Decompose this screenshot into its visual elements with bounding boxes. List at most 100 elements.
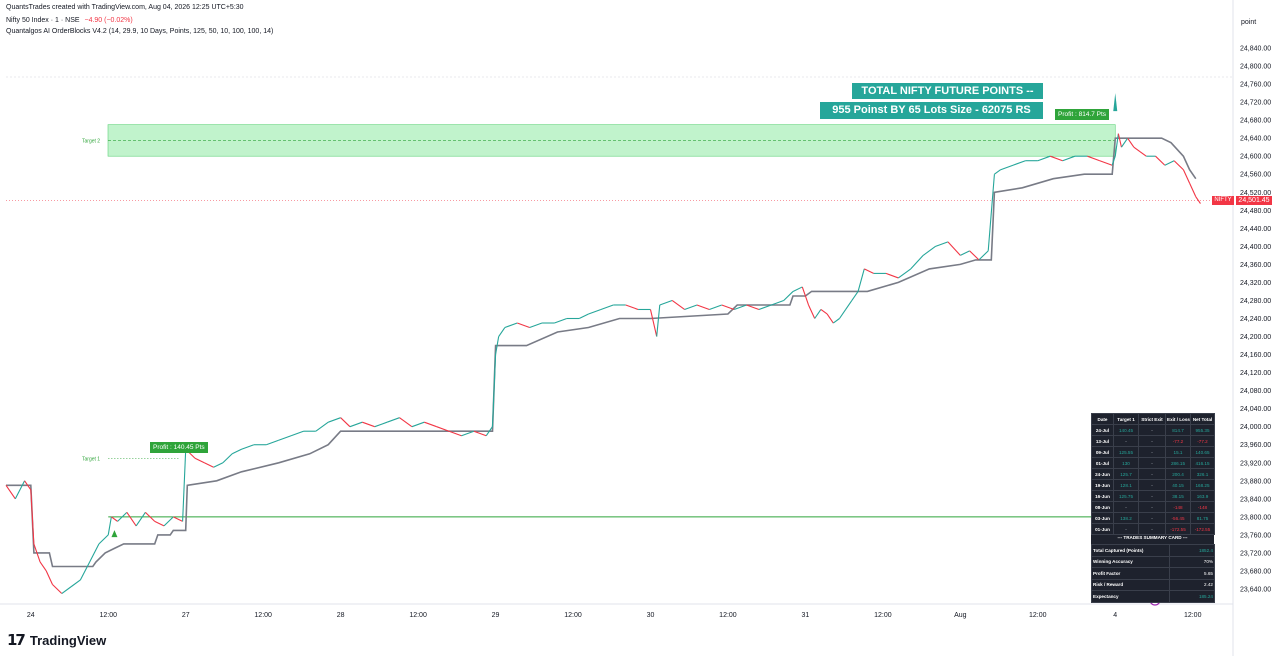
row-exit-loss: -148 xyxy=(1165,501,1191,513)
price-segment xyxy=(758,304,772,311)
price-segment xyxy=(45,570,53,585)
y-tick-label[interactable]: 24,040.00 xyxy=(1240,406,1271,413)
table-row: 24-Jun 125.7-200.4 326.1 xyxy=(1091,468,1215,480)
y-tick-label[interactable]: 24,640.00 xyxy=(1240,136,1271,143)
stat-row: Risk / Reward 2.42 xyxy=(1091,578,1215,591)
y-tick-label[interactable]: 24,080.00 xyxy=(1240,388,1271,395)
y-tick-label[interactable]: 24,200.00 xyxy=(1240,334,1271,341)
logo-text: TradingView xyxy=(29,632,107,648)
symbol-legend[interactable]: Nifty 50 Index · 1 · NSE −4.90 (−0.02%) xyxy=(6,17,133,24)
y-tick-label[interactable]: 24,720.00 xyxy=(1240,100,1271,107)
price-segment xyxy=(107,516,112,535)
y-tick-label[interactable]: 23,680.00 xyxy=(1240,568,1271,575)
y-tick-label[interactable]: 24,000.00 xyxy=(1240,424,1271,431)
y-tick-label[interactable]: 24,280.00 xyxy=(1240,298,1271,305)
x-tick-label[interactable]: 29 xyxy=(492,612,500,619)
price-segment xyxy=(399,417,413,428)
x-tick-label[interactable]: 12:00 xyxy=(1029,612,1047,619)
price-segment xyxy=(1139,151,1147,157)
row-net-total: -77.2 xyxy=(1190,435,1215,447)
y-tick-label[interactable]: 23,880.00 xyxy=(1240,478,1271,485)
y-tick-label[interactable]: 23,640.00 xyxy=(1240,587,1271,594)
col-date-header: Date xyxy=(1091,413,1114,425)
indicator-legend[interactable]: Quantalgos AI OrderBlocks V4.2 (14, 29.9… xyxy=(6,28,274,35)
row-net-total: 955.35 xyxy=(1190,424,1215,436)
y-tick-label[interactable]: 24,840.00 xyxy=(1240,46,1271,53)
price-segment xyxy=(424,421,437,428)
buy-marker xyxy=(111,530,118,538)
price-segment xyxy=(885,272,899,279)
x-tick-label[interactable]: Aug xyxy=(954,612,967,619)
row-target1: 140.45 xyxy=(1113,424,1139,436)
axis-title[interactable]: point xyxy=(1241,19,1257,26)
y-tick-label[interactable]: 24,760.00 xyxy=(1240,82,1271,89)
x-tick-label[interactable]: 12:00 xyxy=(254,612,272,619)
row-strict-exit: - xyxy=(1138,435,1166,447)
price-segment xyxy=(328,417,341,423)
y-tick-label[interactable]: 23,960.00 xyxy=(1240,442,1271,449)
price-segment xyxy=(111,516,118,522)
price-segment xyxy=(340,417,351,428)
y-tick-label[interactable]: 24,120.00 xyxy=(1240,370,1271,377)
x-tick-label[interactable]: 12:00 xyxy=(99,612,117,619)
x-tick-label[interactable]: 24 xyxy=(27,612,35,619)
row-net-total: -148 xyxy=(1190,501,1215,513)
stat-row: Total Captured (Points) 1852.4 xyxy=(1091,544,1215,557)
stat-value: 5.65 xyxy=(1169,567,1215,580)
price-segment xyxy=(24,480,32,491)
tradingview-logo[interactable]: 17 TradingView xyxy=(7,631,106,649)
x-tick-label[interactable]: 30 xyxy=(647,612,655,619)
y-tick-label[interactable]: 24,400.00 xyxy=(1240,244,1271,251)
col-net-total-header: Net Total xyxy=(1190,413,1215,425)
x-tick-label[interactable]: 12:00 xyxy=(719,612,737,619)
row-target1: 128.1 xyxy=(1113,479,1139,491)
price-segment xyxy=(978,250,989,261)
price-segment xyxy=(910,255,924,270)
y-tick-label[interactable]: 23,720.00 xyxy=(1240,550,1271,557)
y-tick-label[interactable]: 23,800.00 xyxy=(1240,514,1271,521)
row-net-total: 81.75 xyxy=(1190,512,1215,524)
price-segment xyxy=(935,241,949,247)
table-row: 03-Jun 138.2- -56.45 81.75 xyxy=(1091,512,1215,524)
price-segment xyxy=(315,421,329,432)
y-tick-label[interactable]: 23,760.00 xyxy=(1240,532,1271,539)
summary-card-title: --- TRADES SUMMARY CARD --- xyxy=(1117,535,1188,540)
y-tick-label[interactable]: 24,600.00 xyxy=(1240,154,1271,161)
price-segment xyxy=(826,313,834,324)
x-tick-label[interactable]: 12:00 xyxy=(564,612,582,619)
y-tick-label[interactable]: 24,160.00 xyxy=(1240,352,1271,359)
price-segment xyxy=(39,561,47,572)
y-tick-label[interactable]: 23,920.00 xyxy=(1240,460,1271,467)
attribution-text: QuantsTrades created with TradingView.co… xyxy=(6,4,244,11)
y-tick-label[interactable]: 24,800.00 xyxy=(1240,64,1271,71)
x-tick-label[interactable]: 31 xyxy=(802,612,810,619)
x-tick-label[interactable]: 4 xyxy=(1113,612,1117,619)
y-tick-label[interactable]: 24,240.00 xyxy=(1240,316,1271,323)
x-tick-label[interactable]: 12:00 xyxy=(1184,612,1202,619)
x-tick-label[interactable]: 12:00 xyxy=(874,612,892,619)
price-segment xyxy=(79,561,91,581)
y-tick-label[interactable]: 24,360.00 xyxy=(1240,262,1271,269)
price-segment xyxy=(1173,160,1184,171)
y-tick-label[interactable]: 24,680.00 xyxy=(1240,118,1271,125)
x-tick-label[interactable]: 28 xyxy=(337,612,345,619)
y-tick-label[interactable]: 24,320.00 xyxy=(1240,280,1271,287)
price-segment xyxy=(374,421,388,428)
y-tick-label[interactable]: 24,440.00 xyxy=(1240,226,1271,233)
price-segment xyxy=(436,426,450,432)
price-segment xyxy=(994,169,1001,175)
table-row: 01-Jun - - -172.55 -172.55 xyxy=(1091,523,1215,535)
price-segment xyxy=(495,336,500,355)
y-tick-label[interactable]: 24,520.00 xyxy=(1240,190,1271,197)
lots-size-banner: 955 Poinst BY 65 Lots Size - 62075 RS xyxy=(820,102,1043,119)
y-tick-label[interactable]: 24,480.00 xyxy=(1240,208,1271,215)
price-segment xyxy=(70,579,81,588)
price-segment xyxy=(1117,133,1122,148)
x-tick-label[interactable]: 27 xyxy=(182,612,190,619)
price-segment xyxy=(213,462,224,468)
y-tick-label[interactable]: 23,840.00 xyxy=(1240,496,1271,503)
row-strict-exit: - xyxy=(1138,457,1166,469)
y-tick-label[interactable]: 24,560.00 xyxy=(1240,172,1271,179)
x-tick-label[interactable]: 12:00 xyxy=(409,612,427,619)
